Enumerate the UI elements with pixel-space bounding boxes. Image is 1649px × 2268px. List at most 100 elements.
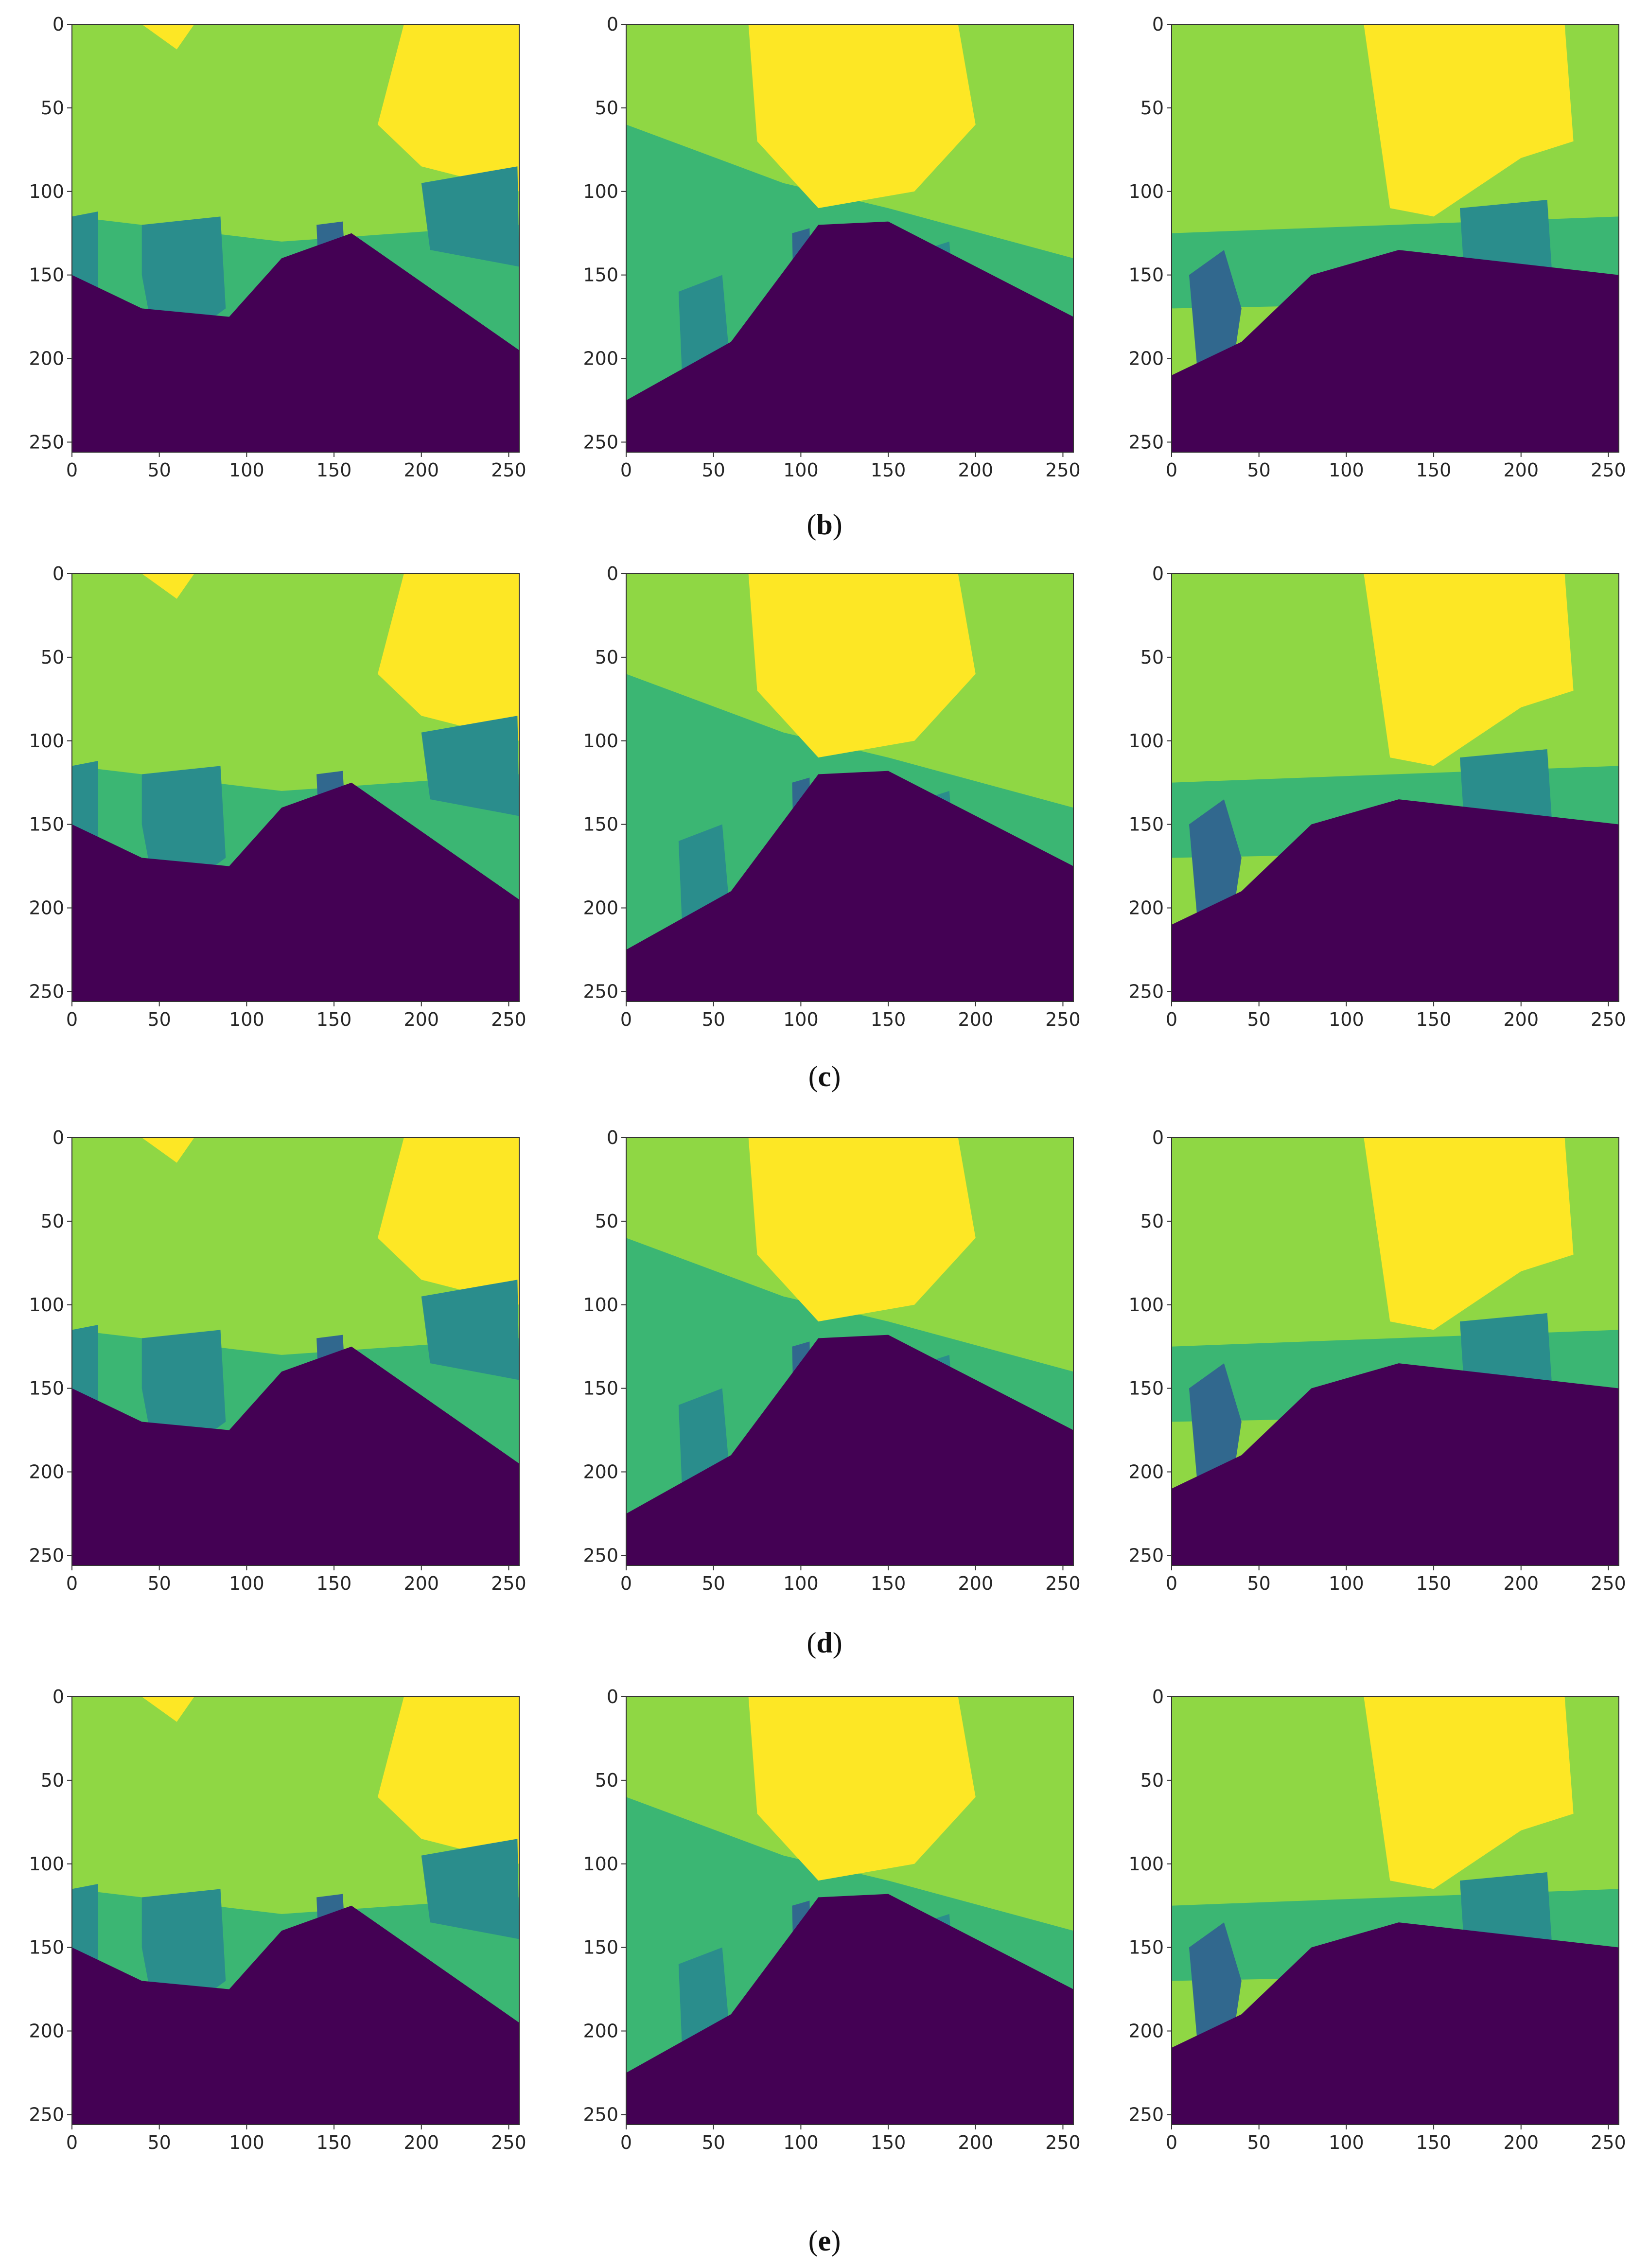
- x-tick-label: 100: [1329, 459, 1364, 481]
- axes-frame: [626, 573, 1074, 1002]
- x-tick-label: 200: [958, 1573, 993, 1594]
- y-tick-label: 100: [29, 1853, 64, 1875]
- segment-class-2-region: [141, 1889, 226, 1998]
- y-tick-label: 50: [41, 1770, 64, 1791]
- y-tick-label: 50: [595, 97, 618, 119]
- segment-class-5-region: [141, 1697, 194, 1722]
- x-tick-label: 50: [702, 2132, 725, 2153]
- x-tick-label: 50: [148, 1573, 171, 1594]
- x-tick-label: 0: [620, 1009, 632, 1030]
- x-tick-label: 100: [229, 2132, 264, 2153]
- x-tick-label: 100: [783, 1009, 819, 1030]
- x-tick-label: 100: [783, 459, 819, 481]
- y-tick-label: 50: [595, 1211, 618, 1232]
- x-tick-label: 150: [1416, 2132, 1452, 2153]
- segment-class-2-region: [72, 211, 98, 292]
- y-tick-label: 0: [1152, 14, 1164, 35]
- y-tick-label: 0: [607, 14, 618, 35]
- x-tick-label: 200: [958, 459, 993, 481]
- segment-class-5-region: [748, 1138, 976, 1322]
- segment-class-5-region: [1364, 574, 1574, 766]
- x-tick-label: 250: [1591, 459, 1626, 481]
- y-tick-label: 0: [1152, 1686, 1164, 1707]
- y-tick-label: 200: [1128, 2021, 1164, 2042]
- y-tick-label: 0: [53, 563, 64, 584]
- segment-class-0-region: [72, 233, 519, 452]
- caption-close-paren: ): [831, 1060, 841, 1092]
- axes-frame: [626, 1137, 1074, 1566]
- segment-class-5-region: [377, 1138, 519, 1305]
- segment-class-2-region: [72, 1884, 98, 1964]
- segment-class-5-region: [141, 574, 194, 599]
- y-tick-label: 200: [1128, 897, 1164, 919]
- segment-class-0-region: [1172, 799, 1619, 1002]
- segment-class-5-region: [1364, 1697, 1574, 1889]
- caption-letter: c: [818, 1060, 831, 1092]
- x-tick-label: 150: [316, 1573, 352, 1594]
- y-tick-label: 250: [583, 2104, 618, 2125]
- y-tick-label: 250: [29, 1545, 64, 1566]
- axes-frame: [71, 24, 520, 453]
- y-tick-label: 250: [29, 431, 64, 453]
- y-tick-label: 200: [583, 897, 618, 919]
- x-tick-label: 0: [1166, 1009, 1177, 1030]
- caption-open-paren: (: [808, 1060, 818, 1092]
- y-tick-label: 200: [29, 348, 64, 369]
- x-tick-label: 250: [1045, 2132, 1081, 2153]
- x-tick-label: 50: [148, 459, 171, 481]
- x-tick-label: 150: [871, 459, 906, 481]
- x-tick-label: 50: [1247, 459, 1271, 481]
- x-tick-label: 250: [1591, 2132, 1626, 2153]
- y-tick-label: 200: [583, 2021, 618, 2042]
- segment-class-5-region: [748, 1697, 976, 1881]
- panel-row-caption: (b): [0, 508, 1649, 542]
- y-tick-label: 250: [583, 1545, 618, 1566]
- x-tick-label: 50: [702, 1009, 725, 1030]
- x-tick-label: 200: [958, 2132, 993, 2153]
- x-tick-label: 0: [620, 459, 632, 481]
- x-tick-label: 100: [229, 1009, 264, 1030]
- segment-class-2-region: [421, 166, 519, 267]
- x-tick-label: 150: [1416, 459, 1452, 481]
- segmentation-panel-d-3: 0 50 100 150 200 250 0 50 100 150 200 250: [1113, 1127, 1638, 1609]
- x-tick-label: 50: [148, 2132, 171, 2153]
- x-tick-label: 100: [229, 459, 264, 481]
- x-tick-label: 200: [958, 1009, 993, 1030]
- y-tick-label: 50: [1140, 647, 1164, 668]
- x-tick-label: 250: [1045, 459, 1081, 481]
- panel-row-caption: (d): [0, 1626, 1649, 1660]
- caption-close-paren: ): [832, 509, 842, 541]
- axes-frame: [71, 573, 520, 1002]
- caption-letter: d: [816, 1627, 833, 1659]
- x-tick-label: 100: [229, 1573, 264, 1594]
- x-tick-label: 150: [316, 1009, 352, 1030]
- x-tick-label: 250: [491, 1009, 526, 1030]
- x-tick-label: 250: [1045, 1009, 1081, 1030]
- segment-class-2-region: [141, 766, 226, 875]
- caption-letter: e: [818, 2225, 831, 2257]
- x-tick-label: 50: [1247, 1009, 1271, 1030]
- y-tick-label: 100: [29, 730, 64, 752]
- x-tick-label: 100: [1329, 1573, 1364, 1594]
- x-tick-label: 200: [403, 1573, 439, 1594]
- x-tick-label: 200: [403, 459, 439, 481]
- x-tick-label: 0: [66, 1573, 78, 1594]
- axes-frame: [71, 1137, 520, 1566]
- x-tick-label: 200: [1503, 459, 1539, 481]
- y-tick-label: 50: [41, 97, 64, 119]
- y-tick-label: 250: [583, 981, 618, 1002]
- caption-open-paren: (: [808, 2225, 818, 2257]
- x-tick-label: 250: [491, 1573, 526, 1594]
- axes-frame: [1171, 24, 1619, 453]
- caption-close-paren: ): [831, 2225, 841, 2257]
- y-tick-label: 150: [1128, 1937, 1164, 1958]
- y-tick-label: 250: [29, 2104, 64, 2125]
- segment-class-0-region: [1172, 1922, 1619, 2125]
- x-tick-label: 0: [66, 1009, 78, 1030]
- segment-class-5-region: [377, 574, 519, 741]
- segment-class-0-region: [1172, 250, 1619, 452]
